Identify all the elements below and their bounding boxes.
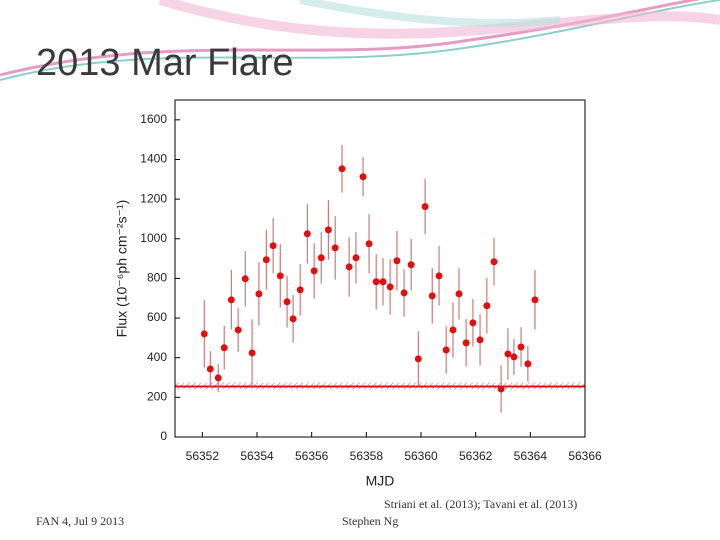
data-point	[324, 226, 332, 234]
citation: Striani et al. (2013); Tavani et al. (20…	[384, 497, 578, 511]
data-point	[476, 336, 484, 344]
data-point	[435, 272, 443, 280]
data-point	[517, 343, 525, 351]
data-point	[241, 275, 249, 283]
data-point	[345, 263, 353, 271]
data-point	[462, 339, 470, 347]
x-tick-label: 56354	[240, 449, 274, 463]
header-decoration	[0, 0, 720, 81]
data-point	[386, 283, 394, 291]
data-point	[248, 349, 256, 357]
data-point	[269, 242, 277, 250]
data-point	[352, 254, 360, 262]
data-point	[483, 302, 491, 310]
y-axis-label: Flux (10⁻⁶ph cm⁻²s⁻¹)	[114, 200, 130, 338]
y-tick-label: 1000	[140, 231, 167, 245]
data-point	[338, 165, 346, 173]
data-point	[455, 290, 463, 298]
data-point	[262, 256, 270, 264]
y-tick-label: 1400	[140, 152, 167, 166]
data-point	[283, 298, 291, 306]
slide-title: 2013 Mar Flare	[36, 42, 294, 84]
data-point	[421, 203, 429, 211]
data-point	[393, 257, 401, 265]
data-point	[510, 353, 518, 361]
data-point	[276, 272, 284, 280]
data-point	[220, 344, 228, 352]
y-tick-label: 200	[147, 390, 167, 404]
data-point	[331, 244, 339, 252]
data-point	[524, 360, 532, 368]
data-point	[227, 296, 235, 304]
x-tick-label: 56356	[295, 449, 329, 463]
data-point	[400, 289, 408, 297]
data-point	[200, 330, 208, 338]
data-point	[379, 278, 387, 286]
data-point	[504, 350, 512, 358]
y-tick-label: 800	[147, 271, 167, 285]
data-point	[442, 346, 450, 354]
y-tick-label: 1200	[140, 191, 167, 205]
y-tick-label: 400	[147, 350, 167, 364]
data-point	[289, 315, 297, 323]
data-point	[234, 326, 242, 334]
x-tick-label: 56360	[404, 449, 438, 463]
data-point	[255, 290, 263, 298]
data-point	[414, 355, 422, 363]
footer-left: FAN 4, Jul 9 2013	[36, 514, 125, 528]
data-point	[214, 374, 222, 382]
x-tick-label: 56364	[514, 449, 548, 463]
data-point	[531, 296, 539, 304]
data-point	[296, 286, 304, 294]
data-point	[310, 267, 318, 275]
data-point	[449, 326, 457, 334]
data-point	[407, 261, 415, 269]
x-tick-label: 56358	[350, 449, 384, 463]
data-point	[359, 173, 367, 181]
data-point	[365, 240, 373, 248]
plot-frame	[174, 99, 586, 438]
x-tick-label: 56362	[459, 449, 493, 463]
data-point	[497, 385, 505, 393]
x-tick-label: 56352	[186, 449, 220, 463]
data-point	[372, 278, 380, 286]
y-tick-label: 600	[147, 310, 167, 324]
chart: 0 200 400 600 800 1000 1200 1400 1600 56352 56354 5…	[103, 90, 613, 492]
data-point	[490, 258, 498, 266]
data-point	[469, 319, 477, 327]
data-point	[428, 292, 436, 300]
y-tick-label: 0	[160, 429, 167, 443]
data-point	[303, 230, 311, 238]
x-tick-label: 56366	[568, 449, 602, 463]
author: Stephen Ng	[342, 514, 399, 528]
y-tick-label: 1600	[140, 112, 167, 126]
x-axis-label: MJD	[366, 473, 395, 489]
data-point	[317, 254, 325, 262]
data-point	[206, 365, 214, 373]
